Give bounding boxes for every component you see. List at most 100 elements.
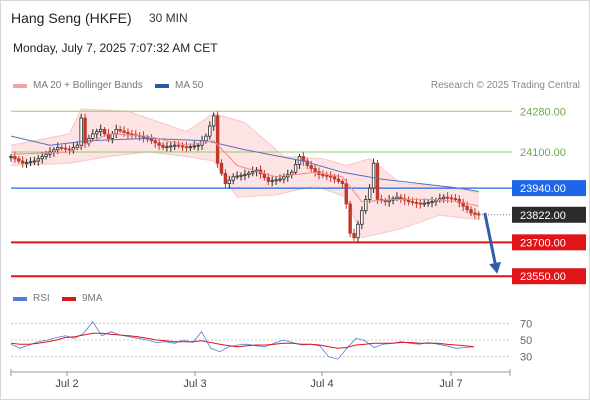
candle-body bbox=[192, 145, 196, 148]
candle-body bbox=[367, 187, 372, 200]
candle-body bbox=[332, 176, 337, 180]
timestamp-label: Monday, July 7, 2025 7:07:32 AM CET bbox=[13, 41, 218, 55]
candle-body bbox=[126, 131, 130, 135]
candle-body bbox=[36, 158, 40, 162]
candle-body bbox=[399, 196, 403, 200]
candle-body bbox=[52, 149, 56, 153]
candle-body bbox=[219, 162, 224, 174]
candle-body bbox=[473, 212, 477, 215]
candle-body bbox=[67, 148, 72, 151]
candle-body bbox=[282, 176, 286, 180]
x-axis-tick-label: Jul 3 bbox=[183, 378, 206, 390]
support-level-label: 23700.00 bbox=[520, 237, 566, 249]
candle-body bbox=[118, 128, 122, 132]
candle-body bbox=[180, 145, 185, 148]
candle-body bbox=[114, 128, 118, 135]
candle-body bbox=[235, 175, 239, 178]
candle-body bbox=[442, 196, 446, 200]
candle-body bbox=[153, 140, 157, 144]
rsi-tick-label: 70 bbox=[520, 318, 532, 330]
legend-label-ma50: MA 50 bbox=[175, 80, 204, 91]
candle-body bbox=[336, 178, 341, 182]
candle-body bbox=[231, 176, 235, 181]
pivot-label-box bbox=[512, 180, 586, 197]
candle-body bbox=[32, 160, 37, 163]
timeframe-label: 30 MIN bbox=[149, 11, 188, 25]
candle-body bbox=[414, 202, 419, 204]
candle-body bbox=[344, 183, 348, 205]
ma50-line bbox=[10, 135, 479, 192]
candle-body bbox=[157, 142, 161, 146]
candle-body bbox=[274, 179, 278, 182]
legend-label-9ma: 9MA bbox=[82, 293, 103, 304]
forecast-arrow-head bbox=[489, 261, 501, 274]
x-axis-tick-label: Jul 7 bbox=[439, 378, 462, 390]
candle-body bbox=[169, 145, 173, 148]
candle-body bbox=[328, 175, 333, 178]
candle-body bbox=[387, 199, 391, 203]
candle-body bbox=[196, 144, 200, 147]
instrument-title: Hang Seng (HKFE) bbox=[11, 10, 132, 26]
candle-body bbox=[289, 171, 294, 175]
candle-body bbox=[430, 201, 434, 204]
legend-item-ma50: MA 50 bbox=[155, 80, 203, 91]
candle-body bbox=[422, 202, 426, 205]
research-credit: Research © 2025 Trading Central bbox=[430, 80, 580, 91]
candle-body bbox=[395, 196, 399, 200]
forecast-arrow-shaft bbox=[483, 212, 498, 269]
target-level-label: 24280.00 bbox=[520, 106, 566, 118]
bollinger-lower-line bbox=[10, 151, 479, 239]
legend-item-rsi: RSI bbox=[13, 293, 50, 304]
candle-body bbox=[449, 197, 454, 200]
rsi-line bbox=[10, 321, 475, 360]
rsi-9ma-line bbox=[10, 332, 475, 349]
candle-body bbox=[122, 130, 126, 133]
candle-body bbox=[313, 168, 317, 172]
candle-body bbox=[266, 177, 270, 182]
candle-body bbox=[44, 153, 48, 157]
candle-body bbox=[98, 128, 103, 133]
candle-body bbox=[188, 146, 193, 149]
last-price-label: 23822.00 bbox=[520, 210, 566, 222]
candle-body bbox=[434, 199, 438, 203]
candle-body bbox=[445, 196, 450, 199]
candle-body bbox=[79, 117, 83, 146]
legend-item-9ma: 9MA bbox=[62, 293, 103, 304]
candle-body bbox=[24, 162, 29, 164]
legend-label-rsi: RSI bbox=[33, 293, 50, 304]
candle-body bbox=[40, 156, 44, 160]
9ma-swatch bbox=[62, 296, 76, 301]
candle-body bbox=[28, 161, 33, 164]
candle-body bbox=[13, 156, 17, 160]
candle-body bbox=[212, 115, 216, 127]
candle-body bbox=[426, 202, 430, 204]
target-level-label: 24100.00 bbox=[520, 147, 566, 159]
candle-body bbox=[184, 146, 189, 149]
candle-body bbox=[477, 213, 481, 216]
candle-body bbox=[325, 174, 329, 177]
candle-body bbox=[418, 202, 423, 205]
candle-body bbox=[356, 223, 360, 239]
support-label-box bbox=[512, 268, 586, 285]
candle-body bbox=[262, 173, 267, 178]
candle-body bbox=[453, 198, 458, 201]
candle-body bbox=[251, 171, 255, 174]
legend-item-ma20: MA 20 + Bollinger Bands bbox=[13, 80, 143, 91]
ma20-swatch bbox=[13, 83, 27, 88]
candle-body bbox=[176, 144, 181, 147]
ma20-line bbox=[10, 133, 479, 207]
candle-body bbox=[239, 174, 243, 177]
candle-body bbox=[293, 163, 298, 173]
candle-body bbox=[59, 147, 64, 149]
candle-body bbox=[149, 138, 154, 142]
candle-body bbox=[465, 205, 469, 210]
candle-body bbox=[223, 173, 228, 184]
candle-body bbox=[63, 147, 68, 150]
candle-body bbox=[102, 128, 107, 135]
candle-body bbox=[360, 210, 364, 225]
bollinger-upper-line bbox=[10, 108, 479, 194]
ma50-swatch bbox=[155, 83, 169, 88]
candle-body bbox=[375, 162, 380, 200]
candle-body bbox=[215, 115, 220, 164]
